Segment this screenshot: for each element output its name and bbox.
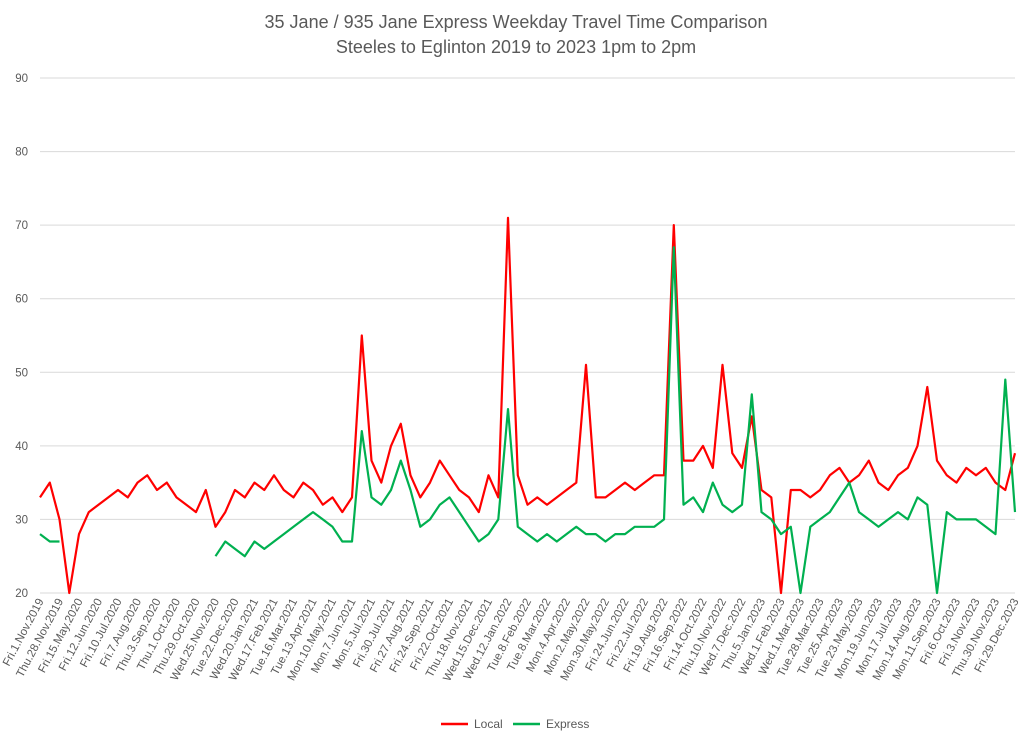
series-line-express	[39, 246, 1017, 595]
y-tick-label: 40	[15, 441, 28, 453]
legend-label-express: Express	[546, 717, 589, 731]
y-tick-label: 80	[15, 147, 28, 159]
y-tick-label: 90	[15, 73, 28, 85]
y-tick-label: 30	[15, 514, 28, 526]
series-lines	[39, 216, 1017, 595]
legend: Local Express	[441, 717, 589, 731]
y-tick-label: 70	[15, 220, 28, 232]
y-tick-label: 50	[15, 367, 28, 379]
x-axis: Fri.1.Nov.2019Thu.28.Nov.2019Fri.15.May.…	[1, 597, 1022, 684]
chart-subtitle: Steeles to Eglinton 2019 to 2023 1pm to …	[336, 37, 696, 57]
y-axis: 20 30 40 50 60 70 80 90	[15, 73, 28, 600]
y-tick-label: 20	[15, 588, 28, 600]
y-tick-label: 60	[15, 294, 28, 306]
series-line-local	[39, 216, 1017, 595]
gridlines	[40, 77, 1015, 594]
chart-title: 35 Jane / 935 Jane Express Weekday Trave…	[265, 12, 768, 32]
legend-label-local: Local	[474, 717, 503, 731]
